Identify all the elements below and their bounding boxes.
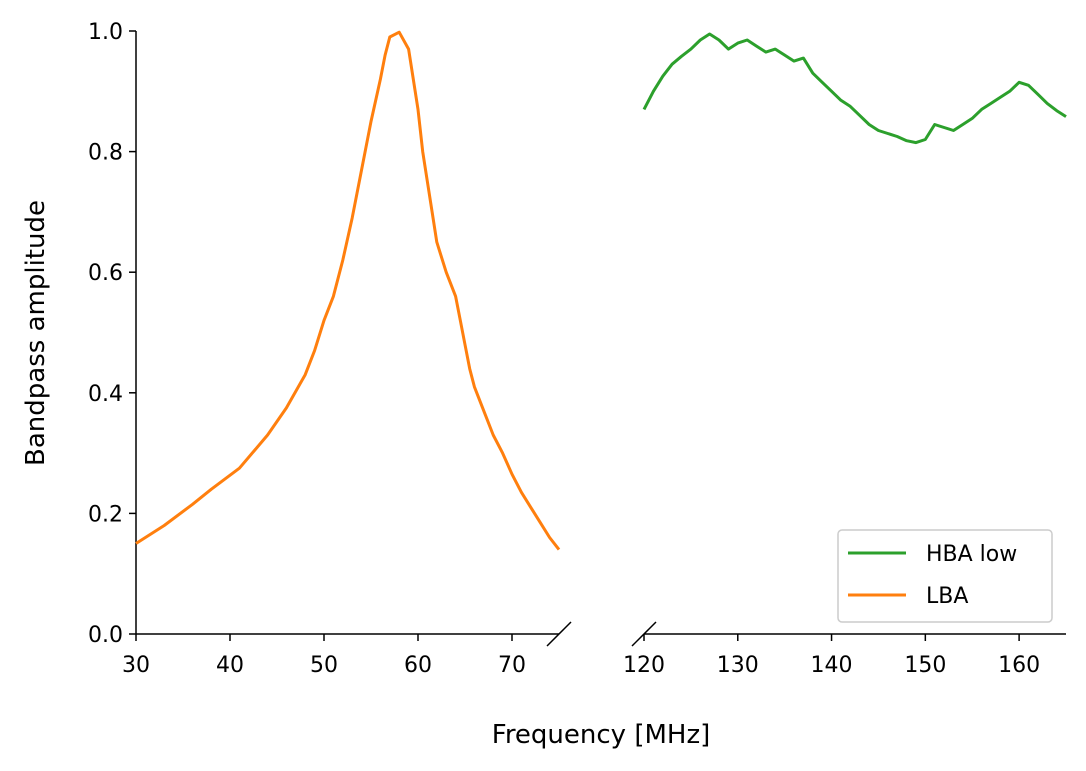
y-axis-title: Bandpass amplitude bbox=[21, 200, 51, 466]
y-tick-label: 0.0 bbox=[88, 623, 123, 648]
x-tick-label: 60 bbox=[404, 653, 432, 678]
legend: HBA low LBA bbox=[837, 529, 1053, 623]
break-mark-right bbox=[631, 621, 657, 647]
x-tick-label: 140 bbox=[811, 653, 853, 678]
y-tick-label: 1.0 bbox=[88, 20, 123, 45]
x-tick-label: 130 bbox=[717, 653, 759, 678]
series-lines bbox=[135, 30, 1067, 551]
y-tick-label: 0.2 bbox=[88, 502, 123, 527]
x-tick-label: 150 bbox=[904, 653, 946, 678]
x-tick-label: 30 bbox=[122, 653, 150, 678]
x-tick-label: 40 bbox=[216, 653, 244, 678]
y-tick-label: 0.8 bbox=[88, 141, 123, 166]
legend-label-lba: LBA bbox=[926, 584, 968, 609]
x-tick-label: 120 bbox=[623, 653, 665, 678]
x-axis-title: Frequency [MHz] bbox=[492, 720, 711, 750]
axes: 0.0 0.2 0.4 0.6 0.8 1.0 30 40 50 60 70 120 130 140 150… bbox=[88, 20, 1066, 678]
break-mark-left bbox=[546, 621, 572, 647]
x-tick-label: 70 bbox=[498, 653, 526, 678]
y-tick-label: 0.6 bbox=[88, 261, 123, 286]
series-line-lba bbox=[135, 30, 561, 551]
legend-label-hba-low: HBA low bbox=[926, 542, 1017, 567]
x-tick-label: 160 bbox=[998, 653, 1040, 678]
series-line-hba-low bbox=[642, 32, 1067, 145]
y-tick-label: 0.4 bbox=[88, 382, 123, 407]
x-tick-label: 50 bbox=[310, 653, 338, 678]
